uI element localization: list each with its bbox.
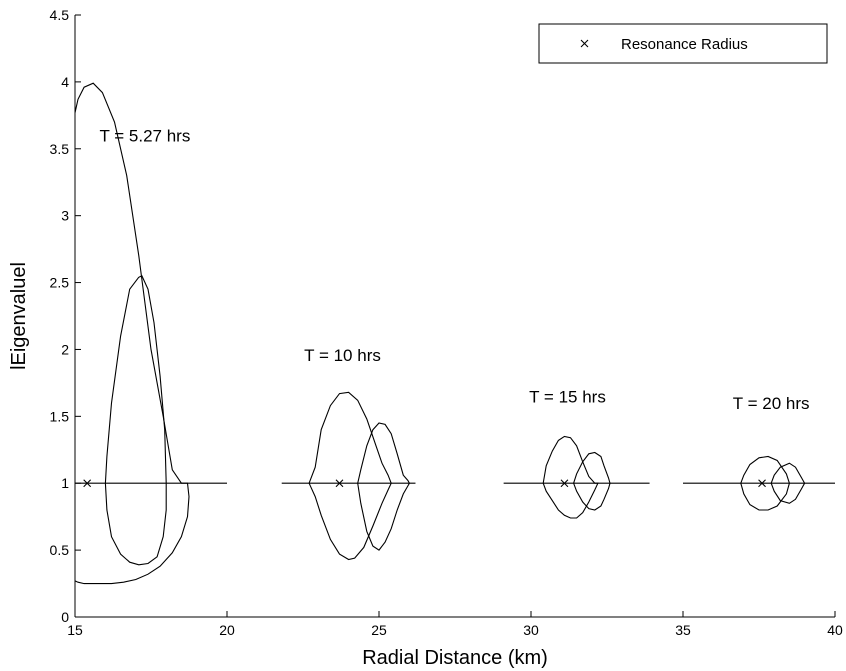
x-tick-label: 35 [675,622,691,638]
series-group [683,455,835,511]
series-group [503,435,650,519]
resonance-radius-marker [560,479,569,488]
legend-box [538,23,828,64]
x-axis-label: Radial Distance (km) [362,647,548,669]
x-tick-label: 30 [523,622,539,638]
annotation-layer: T = 5.27 hrs T = 10 hrs T = 15 hrs T = 20 h… [99,126,809,413]
y-tick-label: 3 [61,208,69,224]
y-tick-label: 1 [61,475,69,491]
y-tick-label: 2 [61,341,69,357]
series-group [74,82,227,585]
eigenvalue-curve [104,275,167,566]
y-tick-label: 4 [61,74,69,90]
resonance-radius-marker [758,479,766,488]
y-tick-label: 0.5 [50,542,70,558]
period-annotation: T = 20 hrs [733,394,810,413]
eigenvalue-curve [573,451,611,511]
plot-layer [74,82,835,585]
x-tick-label: 15 [67,622,83,638]
eigenvalue-curve [740,455,790,511]
eigenvalue-curve [308,391,392,561]
period-annotation: T = 10 hrs [304,346,381,365]
resonance-radius-marker [83,479,92,488]
x-tick-label: 40 [827,622,843,638]
eigenvalue-curve [357,422,411,551]
eigenvalue-curve [770,462,806,504]
y-tick-label: 1.5 [50,408,70,424]
series-group [281,391,416,561]
resonance-radius-marker [335,479,344,488]
y-axis-label: lEigenvaluel [8,262,30,370]
x-tick-label: 25 [371,622,387,638]
legend: Resonance Radius [538,23,828,64]
period-annotation: T = 15 hrs [529,387,606,406]
period-annotation: T = 5.27 hrs [99,126,190,145]
y-tick-label: 0 [61,609,69,625]
x-tick-label: 20 [219,622,235,638]
eigenvalue-curve [74,82,190,585]
y-tick-label: 2.5 [50,275,70,291]
eigenvalue-curve [542,435,599,519]
y-tick-label: 4.5 [50,7,70,23]
legend-entry-label: Resonance Radius [621,36,748,53]
legend-marker-x [580,39,589,48]
tick-layer: 15 20 25 30 35 40 0 0.5 1 1.5 2 2.5 3 3.5 4 4.5 [50,7,843,638]
y-tick-label: 3.5 [50,141,70,157]
